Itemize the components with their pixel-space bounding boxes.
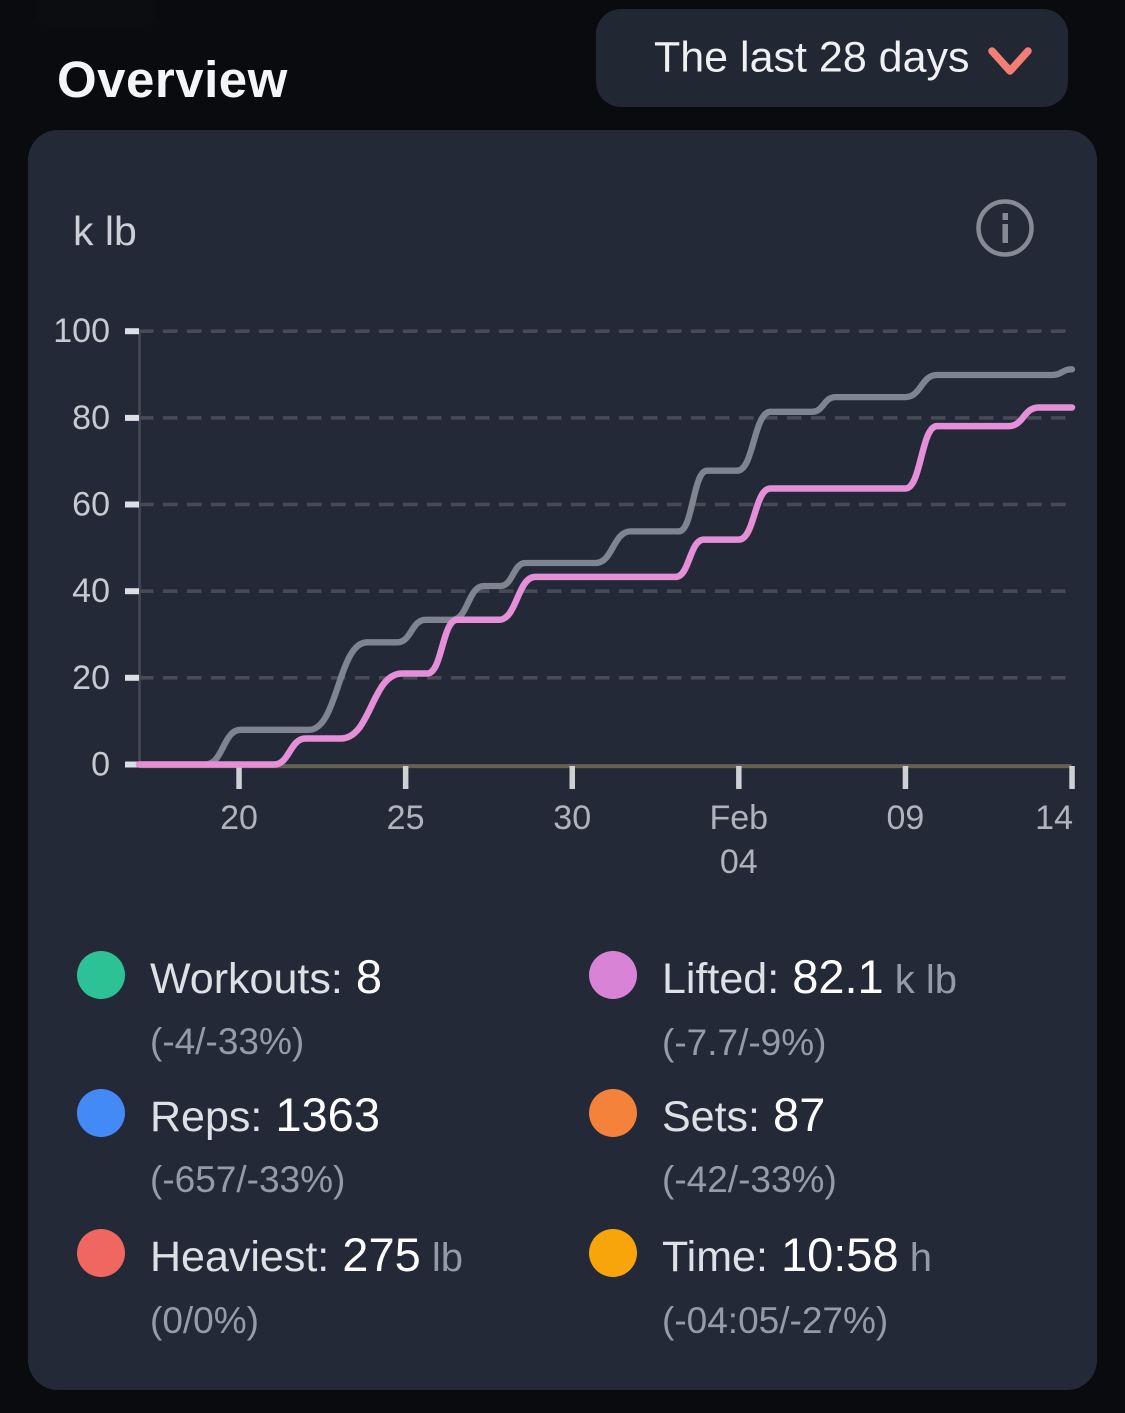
svg-text:20: 20 (72, 659, 110, 697)
svg-text:40: 40 (72, 572, 110, 610)
svg-text:20: 20 (220, 799, 258, 837)
svg-text:Feb: Feb (710, 799, 769, 837)
svg-text:0: 0 (91, 746, 110, 784)
svg-text:80: 80 (72, 399, 110, 437)
svg-text:25: 25 (387, 799, 425, 837)
svg-text:14: 14 (1035, 799, 1073, 837)
svg-text:09: 09 (886, 799, 924, 837)
svg-text:60: 60 (72, 486, 110, 524)
svg-text:04: 04 (720, 843, 758, 881)
svg-text:30: 30 (553, 799, 591, 837)
svg-text:100: 100 (53, 312, 110, 350)
